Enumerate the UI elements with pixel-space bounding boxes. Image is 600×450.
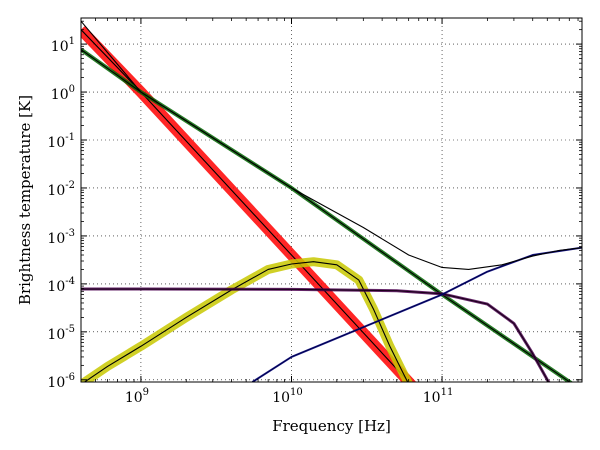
grid <box>81 18 582 382</box>
y-axis-label: Brightness temperature [K] <box>16 95 34 305</box>
x-tick-label: 1010 <box>272 387 303 406</box>
y-tick-label: 100 <box>51 84 75 103</box>
plot-frame <box>80 17 583 383</box>
axis-ticks: 109 1010 1011 101 100 10-1 10-2 10-3 10-4 10-5 10-… <box>47 18 582 406</box>
x-axis-label: Frequency [Hz] <box>272 417 391 435</box>
y-tick-label: 10-5 <box>47 324 75 343</box>
y-tick-label: 101 <box>51 36 75 55</box>
y-tick-label: 10-4 <box>47 276 75 295</box>
x-tick-label: 1011 <box>423 387 454 406</box>
series-5-line <box>81 20 582 270</box>
plot-series <box>81 20 582 382</box>
y-tick-label: 10-3 <box>47 228 75 247</box>
y-tick-label: 10-2 <box>47 180 75 199</box>
series-3-line <box>81 288 550 382</box>
series-0-line <box>81 29 410 382</box>
y-tick-label: 10-6 <box>47 372 75 391</box>
x-tick-label: 109 <box>125 387 149 406</box>
series-2-line <box>83 261 409 382</box>
y-tick-label: 10-1 <box>47 132 75 151</box>
